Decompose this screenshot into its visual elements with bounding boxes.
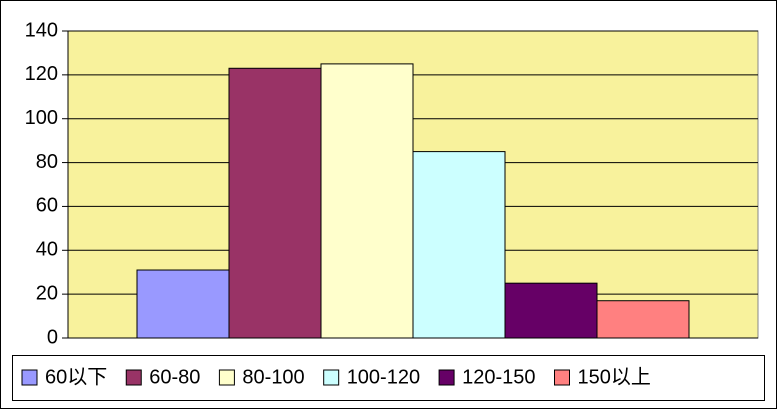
y-tick-label: 0 bbox=[47, 326, 58, 348]
grid: 0 20 40 60 80 100 120 140 bbox=[25, 19, 758, 348]
y-tick-label: 80 bbox=[36, 151, 58, 173]
bar bbox=[136, 269, 230, 339]
legend-label: 60以下 bbox=[45, 366, 107, 388]
legend-swatch bbox=[21, 369, 38, 386]
legend-swatch bbox=[125, 369, 142, 386]
y-tick-label: 100 bbox=[25, 107, 58, 129]
bar bbox=[596, 300, 690, 339]
bar bbox=[320, 63, 414, 339]
bar bbox=[228, 67, 322, 339]
legend-label: 60-80 bbox=[149, 366, 200, 388]
legend-label: 120-150 bbox=[462, 366, 535, 388]
y-tick-label: 40 bbox=[36, 239, 58, 261]
bar bbox=[412, 151, 506, 339]
bars bbox=[68, 63, 758, 339]
legend-swatch bbox=[218, 369, 235, 386]
y-tick-label: 20 bbox=[36, 282, 58, 304]
y-tick-label: 140 bbox=[25, 19, 58, 41]
legend-swatch bbox=[554, 369, 570, 386]
bar bbox=[504, 282, 598, 339]
legend: 60以下 60-80 80-100 100-120 120-150 150以上 bbox=[21, 365, 651, 388]
y-tick-label: 120 bbox=[25, 63, 58, 85]
legend-label: 150以上 bbox=[578, 365, 651, 388]
legend-label: 80-100 bbox=[242, 366, 304, 388]
legend-label: 100-120 bbox=[347, 366, 420, 388]
legend-swatch bbox=[438, 369, 455, 386]
legend-swatch bbox=[323, 369, 340, 386]
y-tick-label: 60 bbox=[36, 195, 58, 217]
